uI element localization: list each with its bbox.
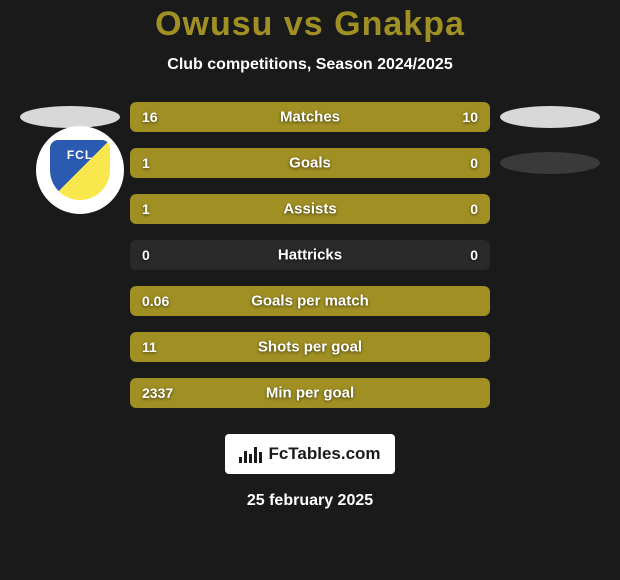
stat-left-value: 16 [142, 109, 158, 125]
fctables-badge[interactable]: FcTables.com [225, 434, 395, 474]
stat-label: Shots per goal [258, 339, 362, 356]
stat-right-value: 0 [470, 201, 478, 217]
player-oval-right [500, 106, 600, 128]
stat-left-value: 1 [142, 155, 150, 171]
player-oval-left [20, 106, 120, 128]
stat-bar: 0 0 Hattricks [130, 240, 490, 270]
date-text: 25 february 2025 [247, 492, 373, 510]
stat-label: Goals [289, 155, 331, 172]
stat-bar: 1 0 Goals [130, 148, 490, 178]
stat-row: 1 0 Assists [10, 194, 610, 224]
stat-row: FCL 1 0 Goals [10, 148, 610, 178]
stat-row: 0 0 Hattricks [10, 240, 610, 270]
stat-right-value: 0 [470, 155, 478, 171]
badge-label: FCL [67, 148, 93, 162]
subtitle: Club competitions, Season 2024/2025 [167, 56, 452, 74]
stat-bar: 1 0 Assists [130, 194, 490, 224]
stat-left-value: 11 [142, 339, 157, 355]
stat-row: 2337 Min per goal [10, 378, 610, 408]
stat-row: 0.06 Goals per match [10, 286, 610, 316]
stat-label: Goals per match [251, 293, 369, 310]
stat-left-value: 0.06 [142, 293, 169, 309]
page-title: Owusu vs Gnakpa [155, 5, 465, 44]
stat-label: Matches [280, 109, 340, 126]
stat-bar: 16 10 Matches [130, 102, 490, 132]
stat-row: 11 Shots per goal [10, 332, 610, 362]
stat-label: Min per goal [266, 385, 354, 402]
stat-right-value: 10 [462, 109, 478, 125]
stat-left-value: 0 [142, 247, 150, 263]
stat-label: Hattricks [278, 247, 342, 264]
chart-icon [239, 445, 262, 463]
stat-label: Assists [283, 201, 336, 218]
right-slot [490, 106, 610, 128]
player-oval-right-dark [500, 152, 600, 174]
stat-left-value: 2337 [142, 385, 173, 401]
stat-bar: 11 Shots per goal [130, 332, 490, 362]
stat-left-value: 1 [142, 201, 150, 217]
shield-icon: FCL [50, 140, 110, 200]
stat-bar: 2337 Min per goal [130, 378, 490, 408]
stats-container: 1610MatchesFCL10Goals10Assists00Hattrick… [10, 102, 610, 424]
fctables-label: FcTables.com [268, 444, 380, 464]
left-slot [10, 106, 130, 128]
stat-bar: 0.06 Goals per match [130, 286, 490, 316]
right-slot [490, 152, 610, 174]
stat-right-value: 0 [470, 247, 478, 263]
